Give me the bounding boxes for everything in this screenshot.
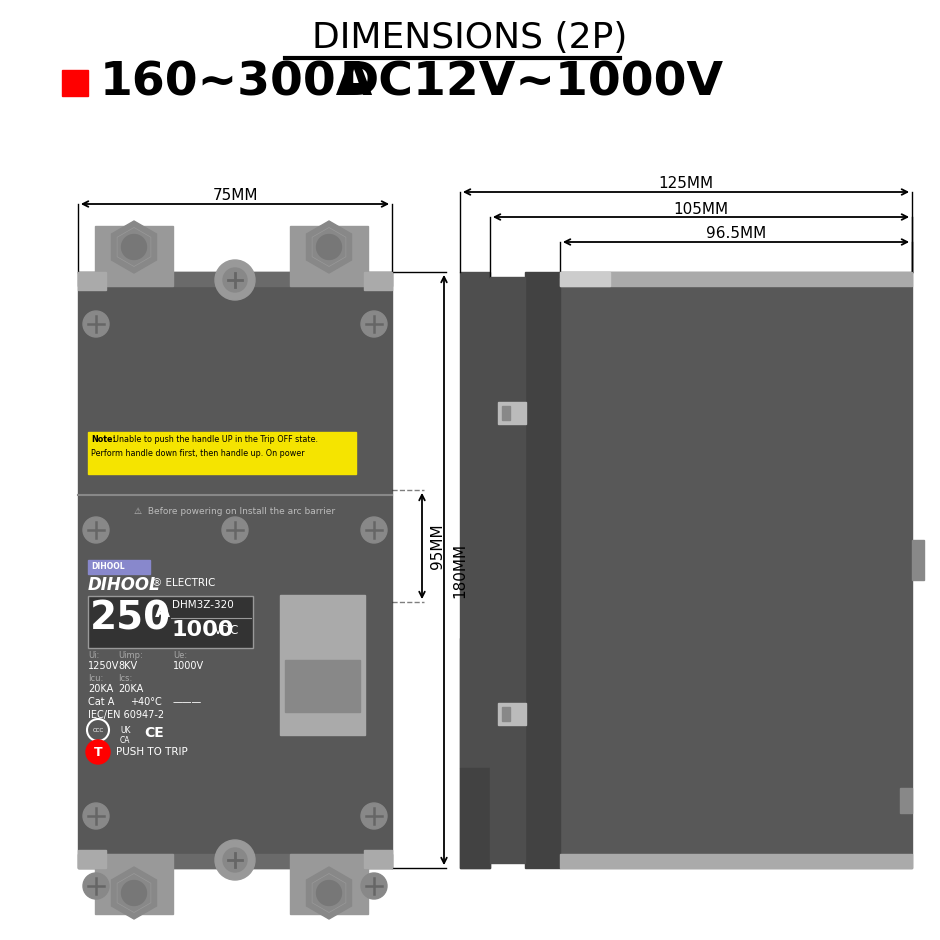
- Text: ⚠  Before powering on Install the arc barrier: ⚠ Before powering on Install the arc bar…: [134, 507, 336, 516]
- Text: 160~300A: 160~300A: [100, 60, 373, 105]
- Text: 125MM: 125MM: [658, 177, 713, 192]
- Text: CE: CE: [144, 726, 164, 740]
- Bar: [912, 540, 924, 580]
- Text: +40°C: +40°C: [130, 697, 162, 707]
- Circle shape: [83, 803, 109, 829]
- Circle shape: [223, 268, 247, 292]
- Text: VDC: VDC: [214, 624, 240, 637]
- Circle shape: [83, 311, 109, 337]
- Bar: [78, 272, 392, 868]
- Text: 8KV: 8KV: [118, 661, 137, 671]
- Bar: [502, 406, 510, 420]
- Text: 96.5MM: 96.5MM: [706, 227, 766, 242]
- Text: DHM3Z-320: DHM3Z-320: [172, 600, 234, 610]
- Text: 1000V: 1000V: [173, 661, 204, 671]
- Circle shape: [121, 234, 147, 259]
- Bar: [560, 272, 610, 286]
- Text: 105MM: 105MM: [673, 201, 728, 216]
- Text: Note:: Note:: [91, 435, 116, 444]
- Text: Cat A: Cat A: [88, 697, 115, 707]
- Bar: [460, 638, 520, 768]
- Bar: [280, 595, 365, 735]
- Text: 95MM: 95MM: [430, 524, 445, 569]
- Bar: [560, 272, 912, 868]
- Circle shape: [121, 881, 147, 905]
- Text: CCC: CCC: [92, 728, 103, 732]
- Polygon shape: [306, 221, 352, 273]
- Bar: [364, 272, 392, 290]
- Text: Ui:: Ui:: [88, 651, 100, 660]
- Bar: [460, 768, 490, 868]
- Text: IEC/EN 60947-2: IEC/EN 60947-2: [88, 710, 164, 720]
- Text: Uimp:: Uimp:: [118, 651, 143, 660]
- Circle shape: [317, 881, 341, 905]
- Text: DIMENSIONS (2P): DIMENSIONS (2P): [312, 21, 628, 55]
- Text: ———: ———: [173, 697, 202, 707]
- Text: ® ELECTRIC: ® ELECTRIC: [152, 578, 215, 588]
- Text: 1250V: 1250V: [88, 661, 119, 671]
- Circle shape: [222, 517, 248, 543]
- Bar: [78, 850, 106, 868]
- Text: Perform handle down first, then handle up. On power: Perform handle down first, then handle u…: [91, 449, 305, 458]
- Circle shape: [86, 740, 110, 764]
- Text: PUSH TO TRIP: PUSH TO TRIP: [116, 747, 188, 757]
- Bar: [502, 707, 510, 721]
- Bar: [498, 402, 526, 424]
- Bar: [498, 703, 526, 725]
- Circle shape: [83, 517, 109, 543]
- Text: 250: 250: [90, 600, 171, 638]
- Bar: [364, 850, 392, 868]
- Text: 180MM: 180MM: [452, 542, 467, 598]
- Polygon shape: [306, 867, 352, 919]
- Bar: [95, 226, 173, 286]
- Bar: [900, 788, 912, 813]
- Circle shape: [317, 234, 341, 259]
- Text: Icu:: Icu:: [88, 674, 103, 683]
- Text: DIHOOL: DIHOOL: [88, 576, 161, 594]
- Polygon shape: [112, 867, 157, 919]
- Text: UK
CA: UK CA: [120, 726, 131, 745]
- Text: 20KA: 20KA: [118, 684, 143, 694]
- Bar: [78, 272, 106, 290]
- Text: 75MM: 75MM: [212, 189, 258, 203]
- Bar: [285, 660, 360, 712]
- Bar: [560, 854, 912, 868]
- Circle shape: [361, 311, 387, 337]
- Bar: [88, 432, 356, 474]
- Bar: [88, 560, 150, 574]
- Circle shape: [223, 848, 247, 872]
- Text: Ics:: Ics:: [118, 674, 133, 683]
- Text: DC12V~1000V: DC12V~1000V: [340, 60, 724, 105]
- Bar: [290, 854, 368, 914]
- Bar: [62, 70, 88, 96]
- Text: T: T: [94, 745, 102, 759]
- Bar: [95, 854, 173, 914]
- Bar: [78, 854, 392, 868]
- Text: Ue:: Ue:: [173, 651, 187, 660]
- Text: A: A: [155, 602, 170, 621]
- Bar: [460, 272, 490, 868]
- Text: 1000: 1000: [172, 620, 234, 640]
- Circle shape: [361, 517, 387, 543]
- Circle shape: [361, 803, 387, 829]
- Text: DIHOOL: DIHOOL: [91, 562, 125, 571]
- Bar: [490, 277, 525, 863]
- Circle shape: [215, 260, 255, 300]
- Polygon shape: [112, 221, 157, 273]
- Text: Unable to push the handle UP in the Trip OFF state.: Unable to push the handle UP in the Trip…: [113, 435, 318, 444]
- Circle shape: [215, 840, 255, 880]
- Text: 20KA: 20KA: [88, 684, 113, 694]
- Bar: [88, 596, 253, 648]
- Bar: [560, 272, 912, 286]
- Circle shape: [361, 873, 387, 899]
- Bar: [290, 226, 368, 286]
- Circle shape: [83, 873, 109, 899]
- Bar: [78, 272, 392, 286]
- Bar: [525, 272, 560, 868]
